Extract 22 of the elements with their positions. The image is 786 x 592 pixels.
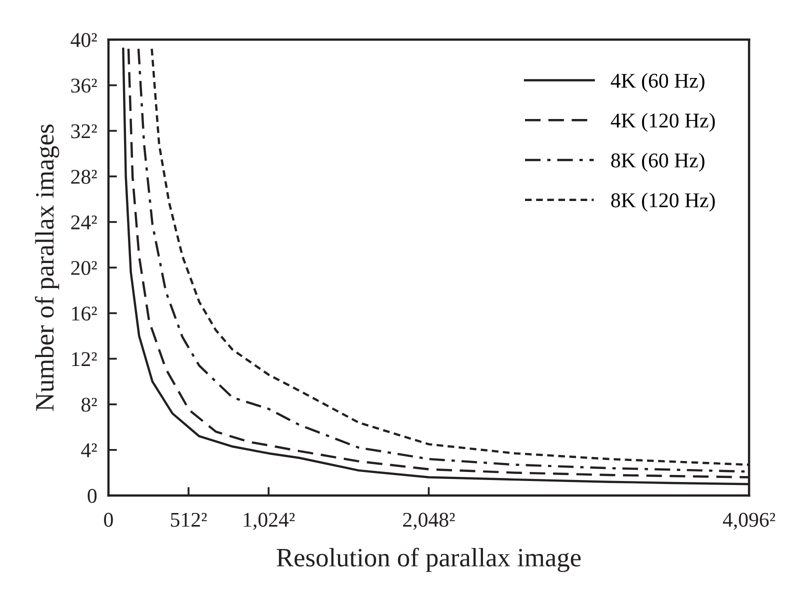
y-tick-label: 4² — [81, 443, 97, 458]
y-tick-label: 24² — [71, 215, 97, 230]
x-tick-label: 1,024² — [244, 512, 295, 530]
y-tick-label: 8² — [81, 398, 97, 412]
x-tick-label: 4,096² — [722, 512, 776, 530]
x-tick-label: 512² — [171, 512, 207, 527]
y-axis-title: Number of parallax images — [34, 124, 60, 411]
y-tick-label: 32² — [71, 124, 97, 138]
y-tick-label: 28² — [71, 170, 97, 184]
legend-label: 4K (120 Hz) — [610, 112, 715, 132]
legend-label: 4K (60 Hz) — [610, 73, 704, 92]
y-tick-label: 12² — [72, 352, 97, 366]
y-tick-label: 36² — [71, 78, 97, 93]
y-tick-label: 16² — [72, 306, 97, 321]
x-axis-title: Resolution of parallax image — [276, 548, 581, 572]
x-tick-label: 0 — [104, 512, 113, 527]
y-tick-label: 20² — [71, 260, 97, 276]
x-tick-label: 2,048² — [403, 512, 455, 530]
y-tick-label: 40² — [70, 33, 97, 48]
y-tick-label: 0 — [88, 488, 97, 503]
legend-label: 8K (120 Hz) — [611, 192, 715, 212]
legend-label: 8K (60 Hz) — [611, 152, 704, 172]
